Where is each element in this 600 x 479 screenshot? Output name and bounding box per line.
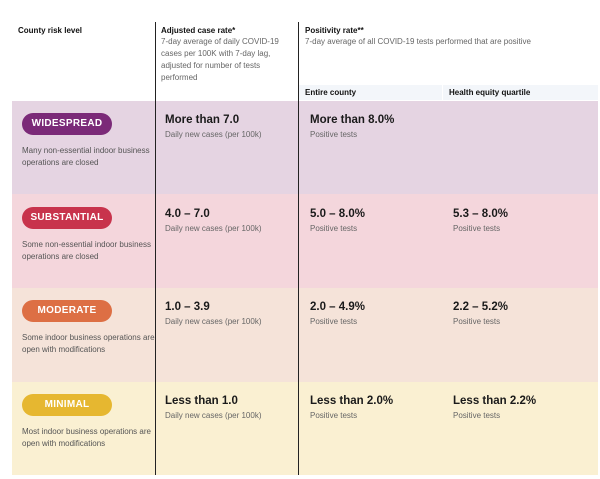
- case-rate-description: 7-day average of daily COVID-19 cases pe…: [161, 37, 279, 82]
- county-positivity-unit: Positive tests: [310, 411, 358, 420]
- case-rate-unit: Daily new cases (per 100k): [165, 317, 262, 326]
- case-rate-unit: Daily new cases (per 100k): [165, 224, 262, 233]
- tier-description: Some indoor business operations are open…: [22, 333, 155, 354]
- county-positivity-value: More than 8.0%: [310, 114, 395, 126]
- equity-positivity-unit: Positive tests: [453, 224, 501, 233]
- equity-positivity-cell: 2.2 – 5.2% Positive tests: [453, 300, 508, 328]
- case-rate-unit: Daily new cases (per 100k): [165, 411, 262, 420]
- subheader-entire-county: Entire county: [299, 85, 442, 100]
- county-positivity-value: Less than 2.0%: [310, 395, 394, 407]
- county-positivity-unit: Positive tests: [310, 224, 358, 233]
- case-rate-cell: 1.0 – 3.9 Daily new cases (per 100k): [165, 300, 261, 328]
- row-substantial: [12, 194, 598, 288]
- county-positivity-value: 2.0 – 4.9%: [310, 301, 365, 313]
- subheader-health-equity: Health equity quartile: [443, 85, 598, 100]
- case-rate-value: More than 7.0: [165, 114, 240, 126]
- county-positivity-value: 5.0 – 8.0%: [310, 208, 365, 220]
- case-rate-cell: 4.0 – 7.0 Daily new cases (per 100k): [165, 207, 261, 235]
- equity-positivity-value: Less than 2.2%: [453, 395, 537, 407]
- positivity-title: Positivity rate**: [305, 26, 364, 35]
- equity-positivity-cell: Less than 2.2% Positive tests: [453, 394, 536, 422]
- county-positivity-unit: Positive tests: [310, 317, 358, 326]
- badge-substantial: SUBSTANTIAL: [22, 207, 112, 229]
- case-rate-value: 4.0 – 7.0: [165, 208, 210, 220]
- positivity-description: 7-day average of all COVID-19 tests perf…: [305, 37, 531, 46]
- county-risk-title: County risk level: [18, 26, 83, 35]
- equity-positivity-unit: Positive tests: [453, 411, 501, 420]
- equity-positivity-value: 5.3 – 8.0%: [453, 208, 508, 220]
- tier-description: Some non-essential indoor business opera…: [22, 240, 151, 261]
- header-positivity: Positivity rate** 7-day average of all C…: [305, 25, 595, 48]
- header-county-risk: County risk level: [18, 25, 148, 36]
- tier-description: Many non-essential indoor business opera…: [22, 146, 150, 167]
- case-rate-cell: More than 7.0 Daily new cases (per 100k): [165, 113, 261, 141]
- badge-moderate: MODERATE: [22, 300, 112, 322]
- divider-right: [298, 22, 299, 475]
- equity-positivity-value: 2.2 – 5.2%: [453, 301, 508, 313]
- badge-widespread: WIDESPREAD: [22, 113, 112, 135]
- case-rate-title: Adjusted case rate*: [161, 26, 236, 35]
- case-rate-value: 1.0 – 3.9: [165, 301, 210, 313]
- header-case-rate: Adjusted case rate* 7-day average of dai…: [161, 25, 291, 84]
- case-rate-value: Less than 1.0: [165, 395, 238, 407]
- county-positivity-cell: 2.0 – 4.9% Positive tests: [310, 300, 365, 328]
- county-positivity-cell: More than 8.0% Positive tests: [310, 113, 394, 141]
- county-positivity-cell: Less than 2.0% Positive tests: [310, 394, 393, 422]
- badge-minimal: MINIMAL: [22, 394, 112, 416]
- divider-left: [155, 22, 156, 475]
- case-rate-cell: Less than 1.0 Daily new cases (per 100k): [165, 394, 261, 422]
- county-positivity-unit: Positive tests: [310, 130, 358, 139]
- case-rate-unit: Daily new cases (per 100k): [165, 130, 262, 139]
- county-positivity-cell: 5.0 – 8.0% Positive tests: [310, 207, 365, 235]
- tier-description: Most indoor business operations are open…: [22, 427, 151, 448]
- equity-positivity-unit: Positive tests: [453, 317, 501, 326]
- equity-positivity-cell: 5.3 – 8.0% Positive tests: [453, 207, 508, 235]
